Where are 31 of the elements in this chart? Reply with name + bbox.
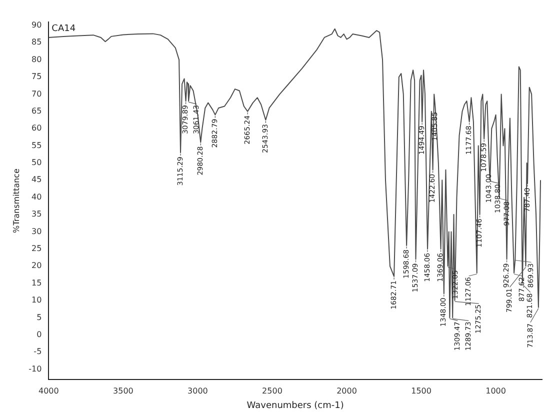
y-tick-label: 70 xyxy=(31,89,42,98)
x-axis-title: Wavenumbers (cm-1) xyxy=(246,400,344,411)
annotation: CA14 xyxy=(52,24,76,34)
y-tick-label: 10 xyxy=(31,296,42,305)
y-tick-label: 40 xyxy=(31,192,42,202)
y-tick-label: 5 xyxy=(36,312,42,322)
y-tick-label: 55 xyxy=(31,140,42,150)
y-tick-label: 60 xyxy=(31,124,42,133)
y-tick-label: 30 xyxy=(31,226,42,236)
y-tick-label: 25 xyxy=(31,244,42,254)
y-tick-label: 90 xyxy=(31,20,42,30)
y-tick-label: -5 xyxy=(34,347,42,356)
x-tick-label: 1000 xyxy=(486,386,506,396)
y-tick-label: 35 xyxy=(31,210,42,219)
y-tick-label: 75 xyxy=(31,72,42,82)
x-tick-label: 3000 xyxy=(188,386,208,396)
x-tick-label: 3500 xyxy=(113,386,134,396)
y-tick-label: 80 xyxy=(31,54,42,64)
y-axis-title: %Transmittance xyxy=(12,168,21,233)
y-tick-label: 45 xyxy=(31,175,42,184)
x-tick-label: 2500 xyxy=(262,386,282,396)
x-tick-label: 1500 xyxy=(411,386,432,396)
y-tick-label: -10 xyxy=(28,364,42,374)
x-tick-label: 2000 xyxy=(336,386,357,396)
y-tick-label: 0 xyxy=(36,330,42,339)
y-tick-label: 20 xyxy=(31,261,42,270)
y-tick-label: 65 xyxy=(31,106,42,116)
y-tick-label: 50 xyxy=(31,158,42,168)
y-tick-label: 15 xyxy=(31,278,42,288)
x-tick-label: 4000 xyxy=(38,386,59,396)
y-tick-label: 85 xyxy=(31,38,42,47)
